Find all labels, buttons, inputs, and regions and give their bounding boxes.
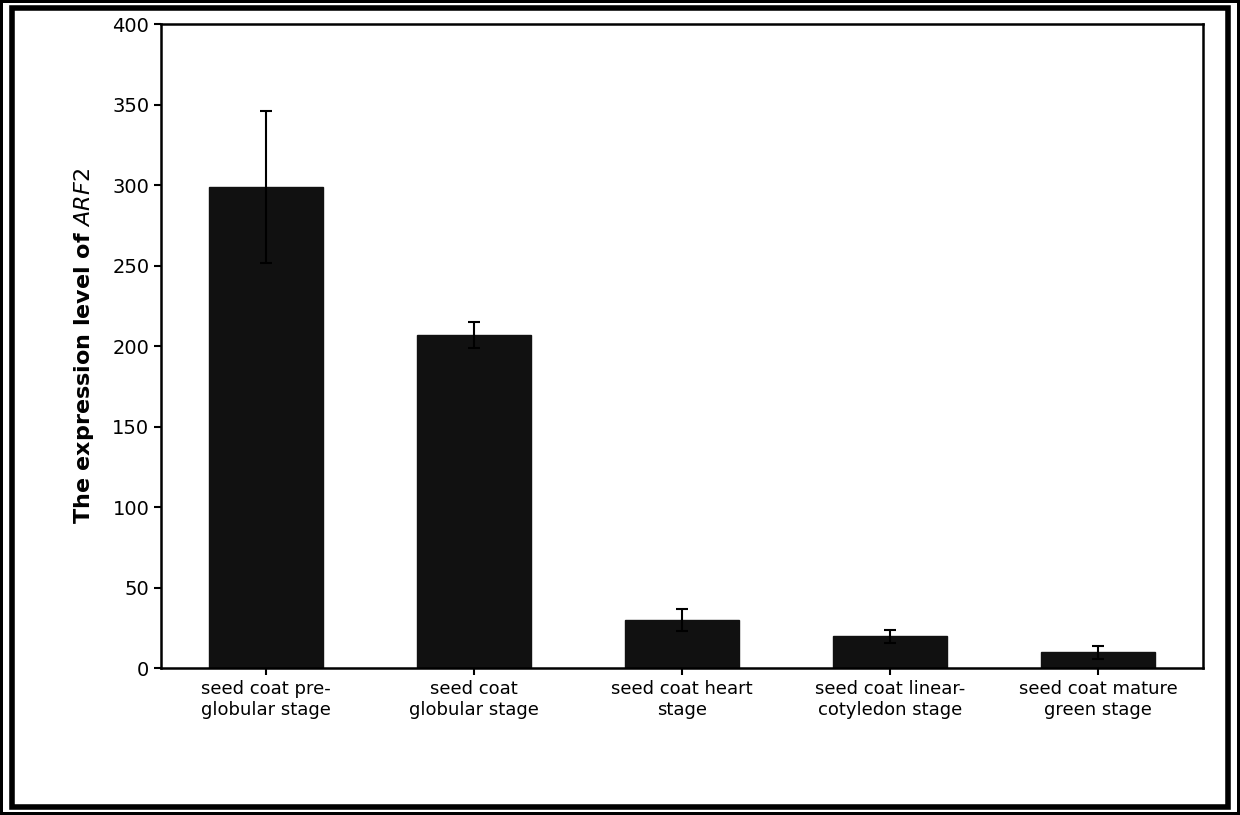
Bar xyxy=(1042,652,1156,668)
Bar xyxy=(417,335,531,668)
Bar xyxy=(833,637,947,668)
Bar xyxy=(625,620,739,668)
Bar xyxy=(208,187,322,668)
Y-axis label: The expression level of $\mathit{ARF2}$: The expression level of $\mathit{ARF2}$ xyxy=(72,169,95,524)
